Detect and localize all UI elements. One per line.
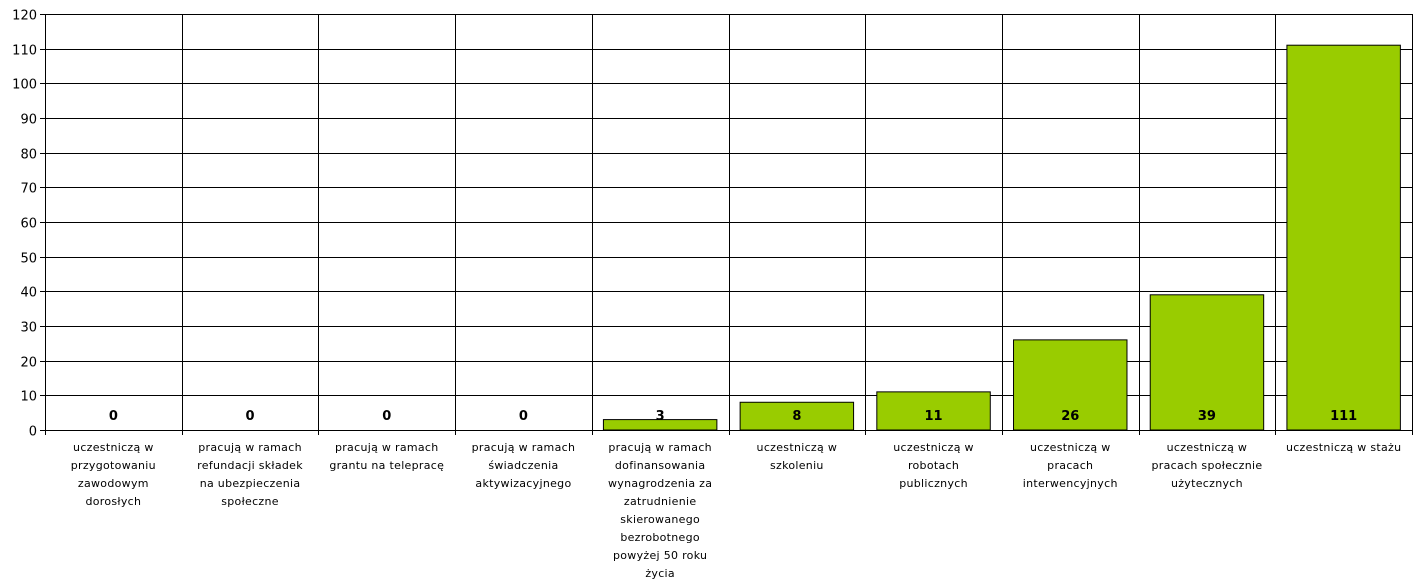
x-category-label-line: świadczenia bbox=[488, 459, 558, 472]
x-axis-categories: uczestniczą w przygotowaniu zawodowym doros… bbox=[71, 441, 1401, 580]
x-category-label-line: powyżej 50 roku bbox=[613, 549, 707, 562]
y-tick-label: 50 bbox=[20, 252, 37, 267]
y-tick-label: 20 bbox=[20, 356, 37, 371]
x-category-label-line: uczestniczą w bbox=[757, 441, 838, 454]
x-category-label-line: uczestniczą w bbox=[1030, 441, 1111, 454]
x-category-label-line: pracach społecznie bbox=[1151, 459, 1262, 472]
x-category-label-line: uczestniczą w bbox=[73, 441, 154, 454]
y-tick-label: 100 bbox=[12, 78, 37, 93]
x-category-label-line: aktywizacyjnego bbox=[475, 477, 571, 490]
x-category-label: uczestniczą w pracach społecznie użyteczny… bbox=[1151, 441, 1262, 490]
data-label: 0 bbox=[109, 409, 118, 424]
x-category-label: pracują w ramach świadczenia aktywizacyjne… bbox=[472, 441, 576, 490]
x-category-label-line: zatrudnienie bbox=[624, 495, 697, 508]
x-category-label: pracują w ramach grantu na telepracę bbox=[329, 441, 444, 472]
data-label: 26 bbox=[1061, 409, 1079, 424]
data-label: 11 bbox=[925, 409, 943, 424]
x-category-label: uczestniczą w stażu bbox=[1286, 441, 1401, 454]
y-tick-label: 80 bbox=[20, 148, 37, 163]
x-category-label-line: na ubezpieczenia bbox=[200, 477, 301, 490]
x-category-label-line: grantu na telepracę bbox=[329, 459, 444, 472]
x-category-label: uczestniczą w szkoleniu bbox=[757, 441, 838, 472]
y-tick-label: 40 bbox=[20, 286, 37, 301]
y-tick-label: 0 bbox=[29, 425, 37, 440]
data-label: 111 bbox=[1330, 409, 1357, 424]
x-category-label-line: uczestniczą w bbox=[893, 441, 974, 454]
data-label: 0 bbox=[246, 409, 255, 424]
x-category-label-line: publicznych bbox=[899, 477, 968, 490]
x-category-label: pracują w ramach dofinansowania wynagrodze… bbox=[608, 441, 712, 580]
x-category-label-line: pracują w ramach bbox=[472, 441, 576, 454]
x-category-label-line: użytecznych bbox=[1171, 477, 1243, 490]
bar bbox=[876, 391, 991, 431]
y-tick-label: 120 bbox=[12, 9, 37, 24]
data-label: 0 bbox=[382, 409, 391, 424]
data-label: 39 bbox=[1198, 409, 1216, 424]
x-category-label-line: przygotowaniu bbox=[71, 459, 156, 472]
x-category-label: pracują w ramach refundacji składek na ube… bbox=[197, 441, 303, 508]
x-category-label-line: społeczne bbox=[221, 495, 279, 508]
x-category-label-line: pracach bbox=[1047, 459, 1093, 472]
axes bbox=[45, 14, 1413, 435]
y-tick-label: 10 bbox=[20, 390, 37, 405]
gridlines bbox=[45, 14, 1413, 430]
data-label: 0 bbox=[519, 409, 528, 424]
x-category-label-line: dofinansowania bbox=[615, 459, 706, 472]
x-category-label-line: robotach bbox=[908, 459, 959, 472]
x-category-label-line: interwencyjnych bbox=[1023, 477, 1118, 490]
bar bbox=[739, 401, 855, 431]
x-category-label-line: szkoleniu bbox=[770, 459, 824, 472]
x-category-label-line: pracują w ramach bbox=[198, 441, 302, 454]
x-category-label: uczestniczą w przygotowaniu zawodowym doros… bbox=[71, 441, 156, 508]
x-category-label-line: pracują w ramach bbox=[608, 441, 712, 454]
x-category-label-line: skierowanego bbox=[620, 513, 700, 526]
y-tick-label: 90 bbox=[20, 113, 37, 128]
x-category-label-line: refundacji składek bbox=[197, 459, 303, 472]
y-tick-label: 60 bbox=[20, 217, 37, 232]
x-category-label-line: wynagrodzenia za bbox=[608, 477, 712, 490]
data-label: 8 bbox=[792, 409, 801, 424]
data-label: 3 bbox=[656, 409, 665, 424]
bar bbox=[1149, 294, 1265, 431]
x-category-label-line: zawodowym bbox=[78, 477, 149, 490]
x-category-label-line: pracują w ramach bbox=[335, 441, 439, 454]
x-category-label: uczestniczą w robotach publicznych bbox=[893, 441, 974, 490]
x-category-label-line: życia bbox=[645, 567, 675, 580]
x-category-label-line: dorosłych bbox=[85, 495, 141, 508]
y-tick-label: 30 bbox=[20, 321, 37, 336]
x-category-label-line: bezrobotnego bbox=[620, 531, 700, 544]
y-axis-ticks: 0 10 20 30 40 50 60 70 80 90 100 110 120 bbox=[12, 9, 45, 440]
x-category-label-line: uczestniczą w stażu bbox=[1286, 441, 1401, 454]
x-category-label: uczestniczą w pracach interwencyjnych bbox=[1023, 441, 1118, 490]
bar bbox=[1286, 44, 1401, 431]
x-category-label-line: uczestniczą w bbox=[1167, 441, 1248, 454]
data-labels: 0 0 0 0 3 8 11 26 39 111 bbox=[109, 409, 1357, 424]
y-tick-label: 110 bbox=[12, 44, 37, 59]
bars bbox=[602, 44, 1401, 431]
y-tick-label: 70 bbox=[20, 182, 37, 197]
